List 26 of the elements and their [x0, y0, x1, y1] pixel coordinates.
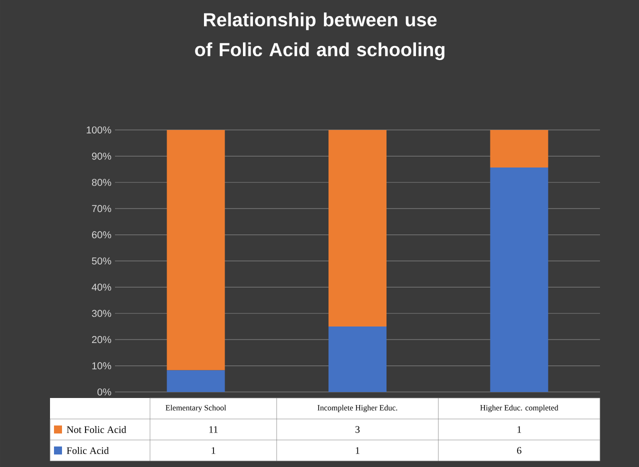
text: 6	[517, 447, 522, 454]
bar	[328, 326, 387, 392]
text: 11	[209, 426, 218, 433]
y-tick-label: 70%	[92, 205, 112, 212]
y-tick-label: 60%	[92, 231, 112, 238]
legend-label: Not Folic Acid	[66, 426, 126, 433]
bar	[166, 370, 225, 392]
text: 1	[518, 426, 522, 433]
y-tick-label: 0%	[97, 388, 112, 396]
bar	[490, 130, 548, 168]
y-tick-label: 90%	[92, 152, 112, 160]
text: 1	[212, 447, 216, 454]
bar	[328, 130, 387, 326]
y-tick-label: 10%	[92, 362, 112, 370]
bar	[490, 167, 548, 392]
legend-label: Folic Acid	[66, 446, 109, 454]
y-tick-label: 100%	[86, 126, 112, 134]
y-tick-label: 40%	[92, 284, 112, 291]
chart-title: Relationship between use of Folic Acid and schooling	[195, 12, 444, 60]
text: 1	[356, 447, 360, 454]
y-tick-label: 80%	[92, 178, 112, 186]
y-tick-label: 20%	[92, 336, 112, 344]
y-tick-label: 30%	[92, 310, 112, 317]
y-tick-label: 50%	[92, 257, 112, 265]
bar	[166, 130, 225, 370]
text: 3	[356, 426, 360, 433]
